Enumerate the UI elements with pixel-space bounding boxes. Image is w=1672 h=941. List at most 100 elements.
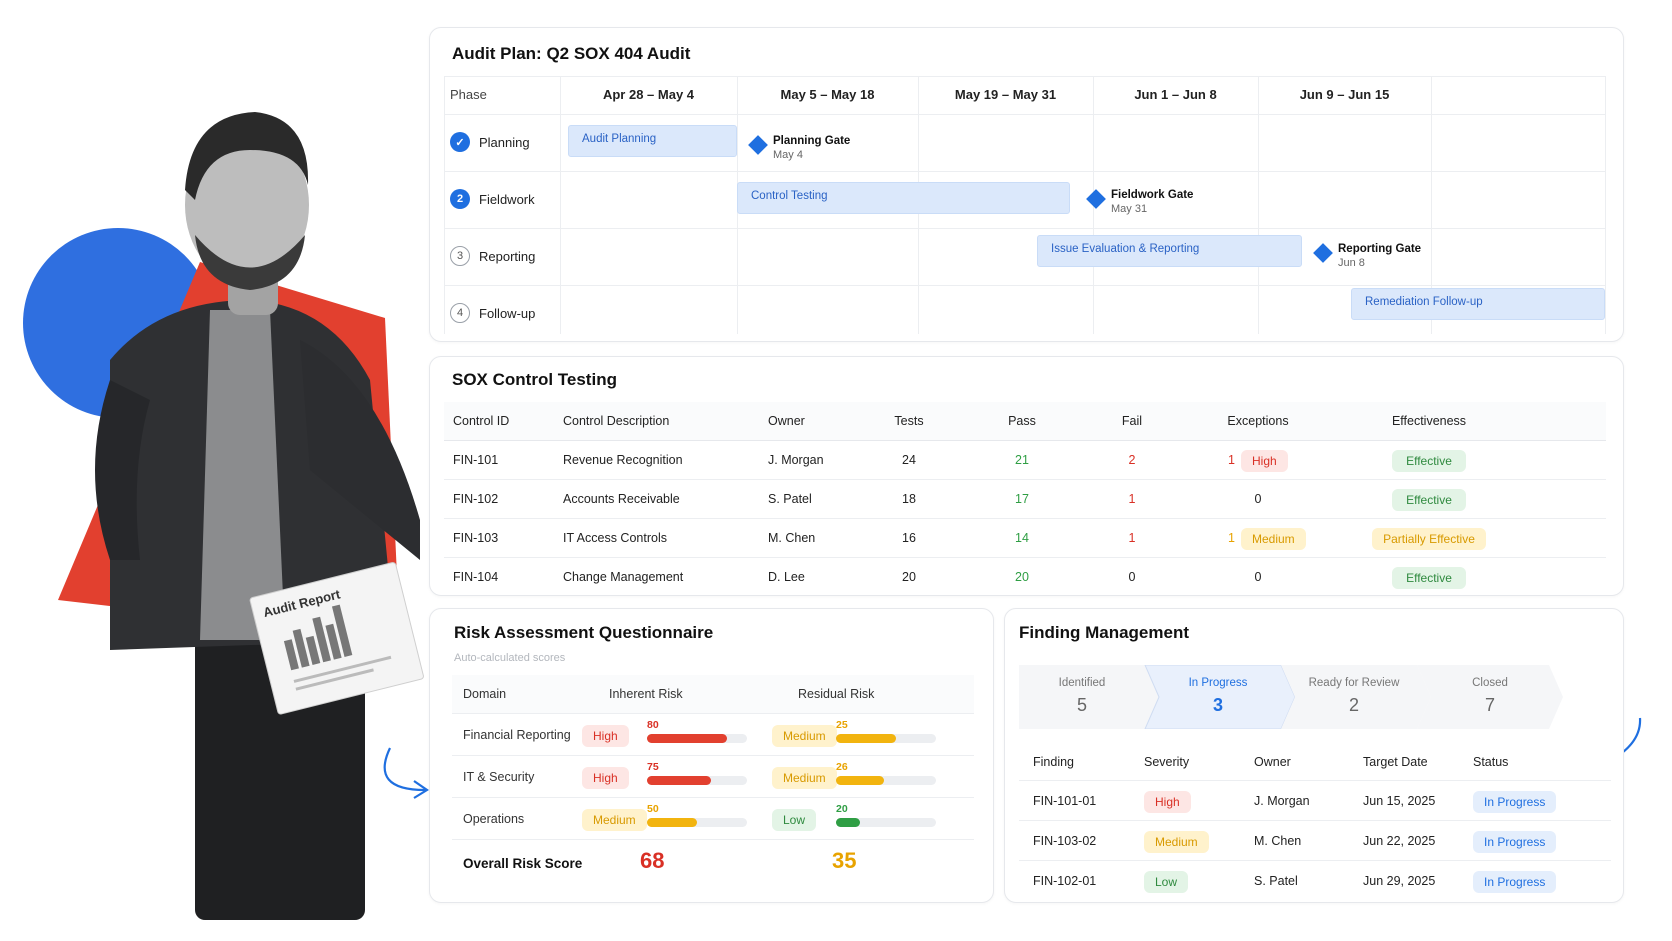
phase-reporting[interactable]: 3 Reporting: [450, 244, 535, 268]
fail-count: 1: [1128, 531, 1136, 545]
arrow-head-left: [413, 780, 430, 799]
step-identified[interactable]: Identified 5: [1019, 665, 1145, 729]
control-owner: S. Patel: [768, 492, 812, 506]
gantt-bar-remediation[interactable]: Remediation Follow-up: [1351, 288, 1605, 320]
status-badge[interactable]: In Progress: [1473, 870, 1557, 893]
finding-id: FIN-103-02: [1033, 834, 1097, 848]
gantt-bar-control-testing[interactable]: Control Testing: [737, 182, 1070, 214]
col-header-residual: Residual Risk: [798, 687, 875, 701]
phase-label: Planning: [479, 134, 530, 150]
tests-count: 20: [902, 570, 916, 584]
tests-count: 24: [902, 453, 916, 467]
phase-follow-up[interactable]: 4 Follow-up: [450, 301, 535, 325]
table-header-row: Finding Severity Owner Target Date Statu…: [1019, 743, 1611, 781]
risk-assessment-card: Risk Assessment Questionnaire Auto-calcu…: [429, 608, 994, 903]
inherent-risk-bar: [647, 776, 747, 785]
step-in-progress[interactable]: In Progress 3: [1155, 665, 1281, 729]
inherent-risk-bar: [647, 818, 747, 827]
inherent-score: 75: [647, 761, 659, 773]
col-header-control-id[interactable]: Control ID: [453, 414, 510, 428]
control-owner: M. Chen: [768, 531, 816, 545]
fail-count: 0: [1128, 570, 1136, 584]
milestone-diamond-icon: [1313, 243, 1333, 263]
phase-fieldwork[interactable]: 2 Fieldwork: [450, 187, 535, 211]
step-ready-for-review[interactable]: Ready for Review 2: [1291, 665, 1417, 729]
col-header-description[interactable]: Control Description: [563, 414, 670, 428]
gantt-column-header: Jun 1 – Jun 8: [1134, 87, 1217, 102]
status-badge[interactable]: In Progress: [1473, 790, 1557, 813]
target-date: Jun 29, 2025: [1363, 874, 1436, 888]
col-header-exceptions[interactable]: Exceptions: [1227, 414, 1289, 428]
finding-management-title: Finding Management: [1019, 623, 1189, 642]
table-row[interactable]: FIN-101-01 High J. Morgan Jun 15, 2025 I…: [1019, 781, 1611, 821]
col-header-finding[interactable]: Finding: [1033, 755, 1074, 769]
residual-risk-bar: [836, 818, 936, 827]
col-header-tests[interactable]: Tests: [894, 414, 924, 428]
phase-planning[interactable]: ✓ Planning: [450, 130, 530, 154]
col-header-inherent: Inherent Risk: [609, 687, 683, 701]
gantt-column-header: May 19 – May 31: [954, 87, 1057, 102]
step-label: In Progress: [1188, 677, 1248, 689]
table-row[interactable]: FIN-103-02 Medium M. Chen Jun 22, 2025 I…: [1019, 821, 1611, 861]
target-date: Jun 15, 2025: [1363, 794, 1436, 808]
col-header-pass[interactable]: Pass: [1008, 414, 1036, 428]
gantt-bar-audit-planning[interactable]: Audit Planning: [568, 125, 737, 157]
effectiveness-badge: Partially Effective: [1372, 527, 1486, 550]
col-header-target-date[interactable]: Target Date: [1363, 755, 1428, 769]
step-count: 3: [1212, 695, 1223, 715]
gantt-bar-issue-evaluation[interactable]: Issue Evaluation & Reporting: [1037, 235, 1302, 267]
finding-status-stepper: Identified 5 In Progress 3 Ready for Rev…: [1019, 665, 1599, 729]
table-row[interactable]: FIN-102-01 Low S. Patel Jun 29, 2025 In …: [1019, 861, 1611, 901]
severity-badge: Low: [1144, 870, 1189, 893]
col-header-owner[interactable]: Owner: [768, 414, 805, 428]
phase-label: Follow-up: [479, 305, 536, 321]
exceptions-count: 0: [1254, 492, 1262, 506]
finding-management-card: Finding Management Identified 5 In Progr…: [1004, 608, 1624, 903]
col-header-status[interactable]: Status: [1473, 755, 1509, 769]
risk-row[interactable]: IT & Security High 75 Medium 26: [452, 756, 974, 798]
milestone-reporting-gate[interactable]: Reporting Gate Jun 8: [1313, 242, 1421, 270]
table-row[interactable]: FIN-104 Change Management D. Lee 20 20 0…: [444, 558, 1606, 597]
table-row[interactable]: FIN-101 Revenue Recognition J. Morgan 24…: [444, 441, 1606, 480]
residual-risk-bar: [836, 776, 936, 785]
risk-row[interactable]: Operations Medium 50 Low 20: [452, 798, 974, 840]
tests-count: 16: [902, 531, 916, 545]
control-id: FIN-101: [453, 453, 499, 467]
status-badge[interactable]: In Progress: [1473, 830, 1557, 853]
overall-residual-score: 35: [832, 848, 857, 873]
table-header-row: Control ID Control Description Owner Tes…: [444, 402, 1606, 441]
inherent-level-badge: High: [582, 724, 629, 747]
gantt-column-header: May 5 – May 18: [780, 87, 875, 102]
col-header-owner[interactable]: Owner: [1254, 755, 1291, 769]
check-icon: ✓: [450, 132, 470, 152]
inherent-score: 50: [647, 803, 659, 815]
milestone-date: May 4: [773, 149, 803, 161]
fail-count: 1: [1128, 492, 1136, 506]
gantt-chart: Phase Apr 28 – May 4 May 5 – May 18 May …: [444, 76, 1606, 334]
phase-label: Reporting: [479, 248, 536, 264]
control-description: Revenue Recognition: [563, 453, 683, 467]
gantt-column-header: Apr 28 – May 4: [602, 87, 695, 102]
milestone-fieldwork-gate[interactable]: Fieldwork Gate May 31: [1086, 188, 1194, 216]
milestone-name: Fieldwork Gate: [1111, 189, 1194, 201]
control-description: IT Access Controls: [563, 531, 667, 545]
table-row[interactable]: FIN-103 IT Access Controls M. Chen 16 14…: [444, 519, 1606, 558]
audit-plan-title: Audit Plan: Q2 SOX 404 Audit: [452, 44, 691, 63]
milestone-planning-gate[interactable]: Planning Gate May 4: [748, 134, 850, 162]
col-header-effectiveness[interactable]: Effectiveness: [1391, 414, 1467, 428]
col-header-fail[interactable]: Fail: [1121, 414, 1143, 428]
residual-score: 25: [836, 719, 848, 731]
gantt-column-header: Jun 9 – Jun 15: [1299, 87, 1390, 102]
control-description: Accounts Receivable: [563, 492, 680, 506]
step-closed[interactable]: Closed 7: [1427, 665, 1553, 729]
residual-level-badge: Low: [772, 808, 817, 831]
table-row[interactable]: FIN-102 Accounts Receivable S. Patel 18 …: [444, 480, 1606, 519]
col-header-severity[interactable]: Severity: [1144, 755, 1190, 769]
person-figure: [95, 112, 420, 920]
control-testing-title: SOX Control Testing: [452, 370, 617, 389]
step-count: 2: [1348, 695, 1359, 715]
risk-row[interactable]: Financial Reporting High 80 Medium 25: [452, 714, 974, 756]
effectiveness-badge: Effective: [1392, 566, 1466, 589]
pass-count: 20: [1015, 570, 1029, 584]
overall-risk-row: Overall Risk Score 68 35: [452, 840, 974, 888]
